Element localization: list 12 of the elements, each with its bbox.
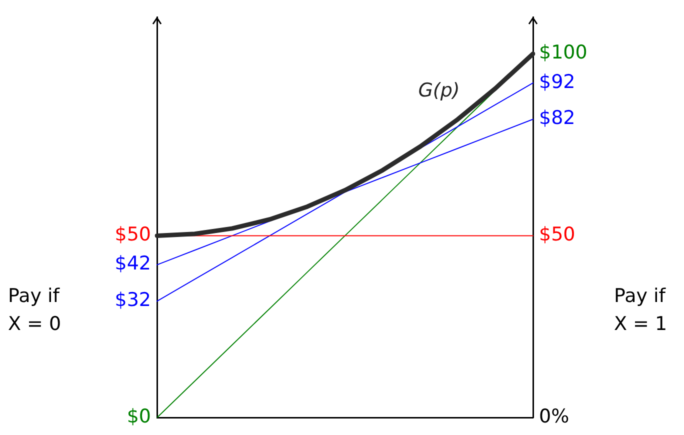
y-tick-label: $42 — [114, 252, 151, 275]
y2-tick-label: $82 — [539, 107, 576, 130]
y2-axis-title: Pay if X = 1 — [614, 284, 668, 337]
annotation: G(p) — [418, 79, 460, 102]
y2-tick-label: $50 — [539, 224, 576, 246]
y2-tick-label: $100 — [539, 42, 588, 64]
y-tick-label: $50 — [114, 224, 151, 246]
y-axis-title: Pay if X = 0 — [8, 284, 62, 337]
y-tick-label: $0 — [126, 406, 151, 428]
y2-tick-label: 0% — [539, 406, 570, 428]
y2-tick-label: $92 — [539, 70, 576, 93]
y-tick-label: $32 — [114, 289, 151, 312]
